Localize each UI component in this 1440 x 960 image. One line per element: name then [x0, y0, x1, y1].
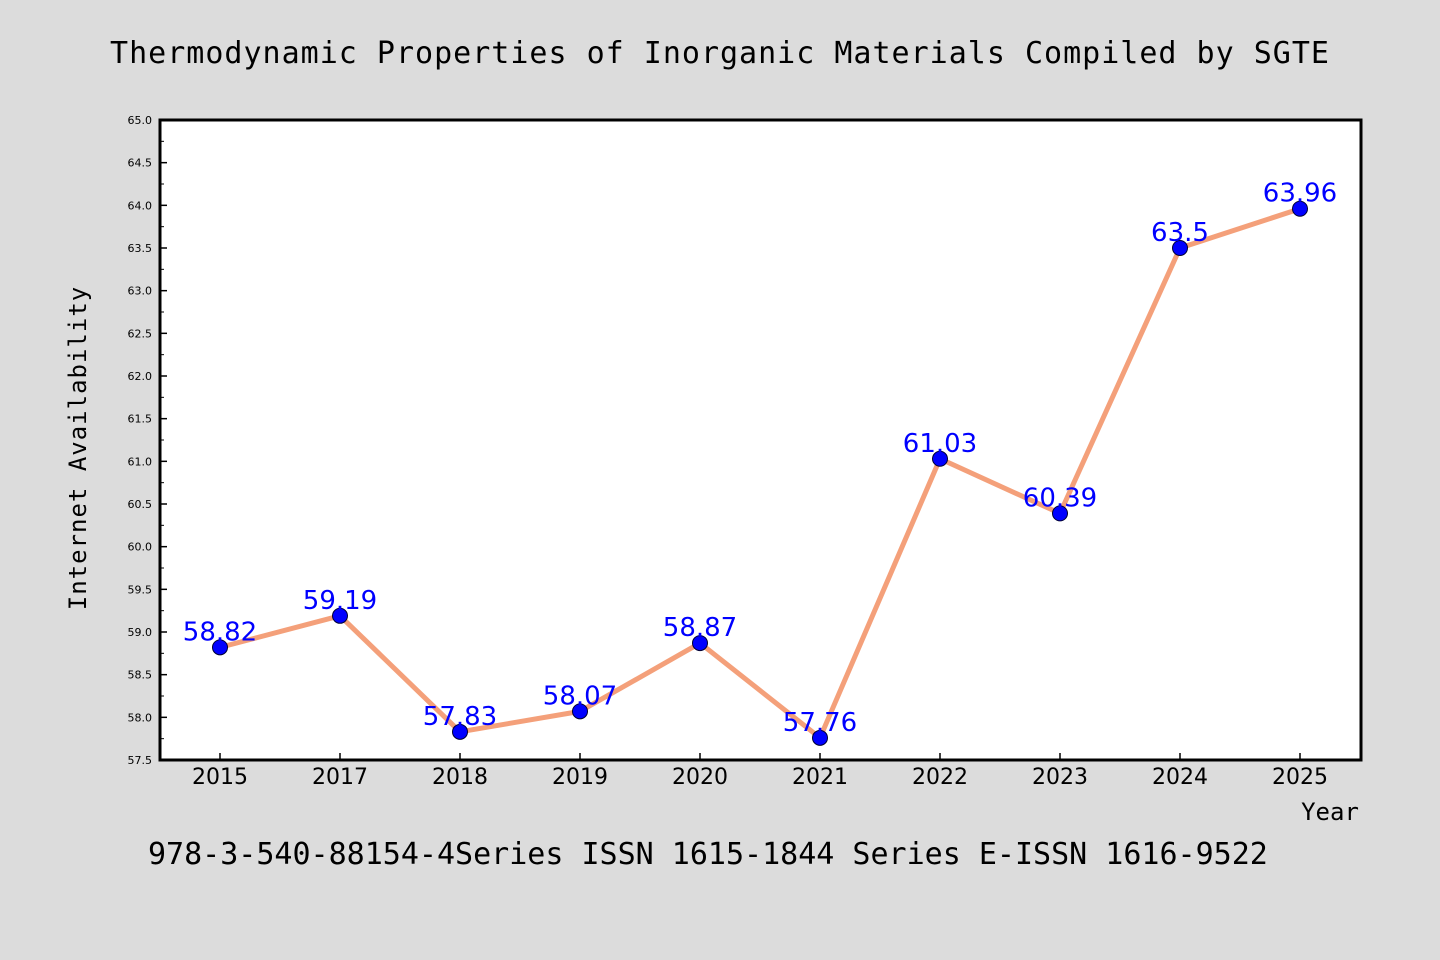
data-label: 59.19	[303, 586, 377, 616]
data-point	[812, 729, 828, 746]
chart-title: Thermodynamic Properties of Inorganic Ma…	[110, 36, 1330, 71]
data-label: 57.76	[783, 708, 857, 738]
data-point	[1052, 505, 1068, 522]
y-tick-label: 62.5	[128, 327, 153, 340]
data-label: 60.39	[1023, 483, 1097, 513]
data-label-group: 58.82 59.19 57.83 58.07 58.87 57.76 61.03 60.39…	[183, 179, 1337, 738]
y-tick-label: 65.0	[128, 114, 153, 127]
data-label: 63.5	[1151, 218, 1209, 248]
series-line	[217, 206, 1303, 741]
plot-area	[158, 118, 1363, 762]
data-point	[692, 635, 708, 652]
y-tick-label: 59.0	[128, 626, 153, 639]
x-tick-label: 2021	[792, 765, 848, 790]
y-tick-label: 57.5	[128, 754, 153, 767]
data-label: 63.96	[1263, 179, 1337, 209]
y-tick-label: 63.5	[128, 242, 153, 255]
data-label: 57.83	[423, 702, 497, 732]
series-line-group	[217, 206, 1303, 741]
data-point	[572, 703, 588, 720]
x-tick-label: 2018	[432, 765, 488, 790]
y-tick-label: 61.5	[128, 413, 153, 426]
x-axis: 2015 2017 2018 2019 2020 2021 2022 2023 2024 2025	[192, 753, 1328, 790]
y-tick-label: 62.0	[128, 370, 153, 383]
y-tick-label: 58.5	[128, 669, 153, 682]
data-label: 61.03	[903, 429, 977, 459]
data-point	[452, 723, 468, 740]
y-tick-label: 64.5	[128, 157, 153, 170]
data-point	[1172, 240, 1188, 256]
y-tick-label: 60.5	[128, 498, 153, 511]
data-point	[332, 607, 348, 624]
x-tick-label: 2024	[1152, 765, 1208, 790]
y-axis: 57.5 58.0 58.5 59.0 59.5 60.0 60.5 61.0 61.5 62.0…	[128, 114, 167, 767]
x-tick-label: 2025	[1272, 765, 1328, 790]
x-tick-label: 2023	[1032, 765, 1088, 790]
x-tick-label: 2015	[192, 765, 248, 790]
chart-footer: 978-3-540-88154-4Series ISSN 1615-1844 S…	[148, 837, 1268, 872]
data-point	[1292, 200, 1308, 217]
x-tick-label: 2017	[312, 765, 368, 790]
data-point	[932, 450, 948, 467]
y-axis-label: Internet Availability	[64, 286, 92, 610]
x-tick-label: 2020	[672, 765, 728, 790]
x-tick-label: 2019	[552, 765, 608, 790]
data-label: 58.82	[183, 617, 257, 647]
y-tick-label: 64.0	[128, 199, 153, 212]
y-tick-label: 61.0	[128, 455, 153, 468]
data-point	[212, 639, 228, 656]
data-label: 58.87	[663, 613, 737, 643]
x-tick-label: 2022	[912, 765, 968, 790]
data-label: 58.07	[543, 681, 617, 711]
marker-group	[212, 200, 1308, 746]
y-tick-label: 60.0	[128, 541, 153, 554]
x-axis-label: Year	[1301, 798, 1359, 826]
y-tick-label: 58.0	[128, 711, 153, 724]
y-tick-label: 59.5	[128, 583, 153, 596]
y-tick-label: 63.0	[128, 285, 153, 298]
